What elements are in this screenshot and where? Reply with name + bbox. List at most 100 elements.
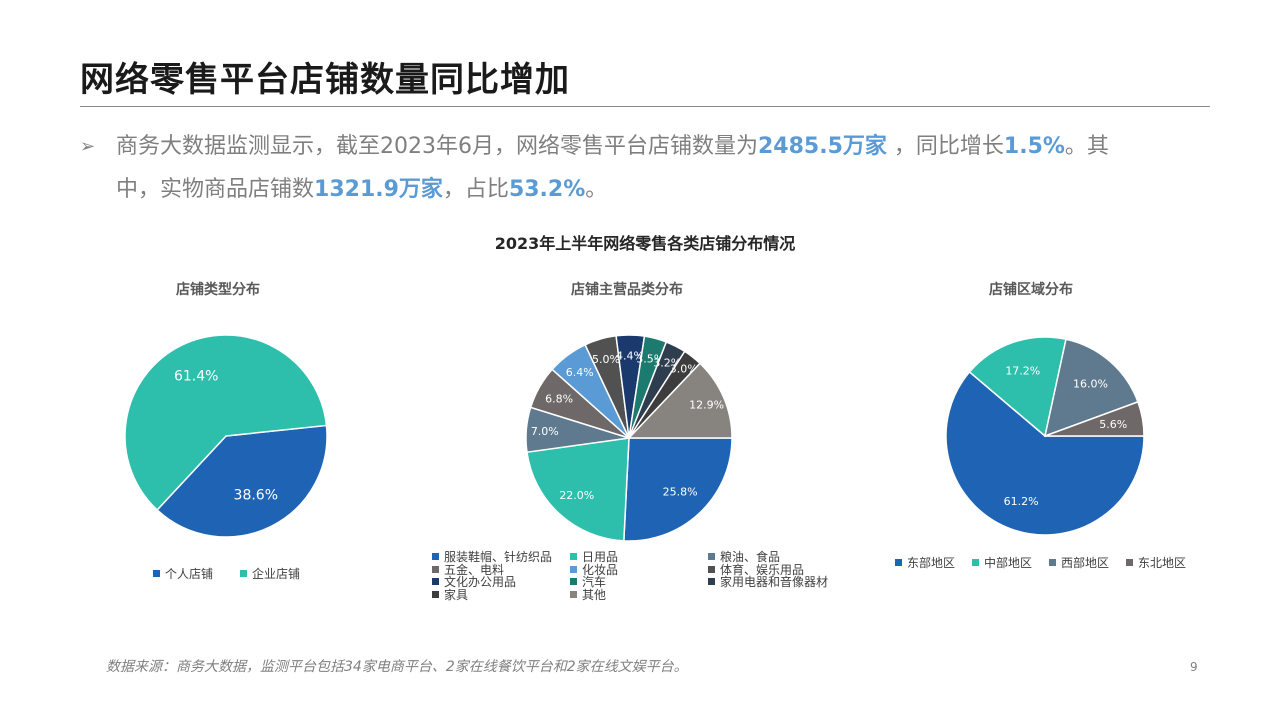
legend-item: 文化办公用品 — [432, 573, 516, 590]
pie-data-label-1-1: 22.0% — [559, 489, 594, 502]
slide-title: 网络零售平台店铺数量同比增加 — [80, 60, 570, 100]
legend-swatch — [1049, 559, 1056, 566]
pie-slice-1-10 — [627, 362, 733, 439]
pie-data-label-1-0: 25.8% — [663, 486, 698, 499]
data-source-note: 数据来源：商务大数据，监测平台包括34家电商平台、2家在线餐饮平台和2家在线文娱… — [106, 659, 688, 675]
legend-swatch — [708, 565, 715, 573]
legend-swatch — [432, 565, 439, 573]
legend-item: 日用品 — [570, 548, 618, 565]
physical-share-value: 53.2% — [508, 177, 586, 202]
summary-text: ，同比增长 — [886, 134, 1004, 159]
pie-slice-2-1 — [968, 336, 1067, 438]
pie-data-label-2-0: 61.2% — [1004, 495, 1039, 508]
legend-item: 粮油、食品 — [708, 548, 780, 565]
pie-data-label-2-2: 16.0% — [1073, 378, 1108, 391]
pie-slice-0-0 — [156, 424, 328, 538]
legend-region: 东部地区 中部地区 西部地区 东北地区 — [895, 554, 1215, 574]
page-number: 9 — [1190, 660, 1198, 674]
legend-item: 家具 — [432, 586, 468, 603]
legend-swatch — [895, 559, 902, 566]
pie-store-type: 38.6% 61.4% — [124, 334, 328, 538]
summary-line-1: 商务大数据监测显示，截至2023年6月，网络零售平台店铺数量为2485.5万家 … — [80, 125, 1190, 168]
pie-data-label-1-3: 6.8% — [545, 392, 573, 405]
legend-label: 其他 — [582, 587, 607, 602]
pie-region: 61.2% 17.2% 16.0% 5.6% — [945, 336, 1145, 536]
legend-item: 个人店铺 — [153, 565, 213, 582]
legend-swatch — [432, 578, 439, 585]
legend-swatch — [570, 553, 577, 560]
pie-category: 25.8%22.0%7.0%6.8%6.4%5.0%4.4%3.5%3.2%3.… — [525, 334, 733, 542]
legend-swatch — [570, 590, 577, 598]
legend-label: 化妆品 — [582, 562, 619, 577]
summary-text: 商务大数据监测显示，截至2023年6月，网络零售平台店铺数量为 — [116, 134, 758, 159]
legend-item: 化妆品 — [570, 561, 618, 578]
pie-data-label-2-3: 5.6% — [1099, 418, 1127, 431]
legend-label: 西部地区 — [1061, 556, 1110, 570]
legend-swatch — [708, 578, 715, 585]
legend-item: 其他 — [570, 586, 606, 603]
summary-line-2: 中，实物商品店铺数1321.9万家，占比53.2%。 — [80, 168, 1190, 211]
legend-label: 汽车 — [582, 575, 607, 589]
summary-text: 。其 — [1064, 134, 1109, 159]
pie-slice-2-0 — [945, 370, 1145, 536]
chart-main-title: 2023年上半年网络零售各类店铺分布情况 — [494, 234, 796, 253]
total-stores-value: 2485.5万家 — [758, 134, 887, 159]
growth-rate-value: 1.5% — [1003, 134, 1065, 159]
legend-swatch — [153, 570, 160, 577]
legend-swatch — [240, 570, 247, 577]
legend-label: 日用品 — [582, 550, 619, 564]
pie-slice-2-2 — [1043, 338, 1139, 438]
legend-label: 家用电器和音像器材 — [720, 575, 829, 589]
legend-item: 服装鞋帽、针纺织品 — [432, 548, 552, 565]
legend-label: 东部地区 — [907, 556, 956, 570]
legend-item: 企业店铺 — [240, 565, 300, 582]
pie-data-label-1-4: 6.4% — [566, 366, 594, 379]
legend-item: 家用电器和音像器材 — [708, 573, 828, 590]
legend-item: 东部地区 — [895, 554, 955, 571]
legend-label: 中部地区 — [984, 556, 1033, 570]
summary-text: 。 — [585, 177, 608, 202]
summary-bullet: ➢ 商务大数据监测显示，截至2023年6月，网络零售平台店铺数量为2485.5万… — [80, 125, 1190, 211]
pie-slice-1-0 — [623, 437, 733, 542]
pie-data-label-1-10: 12.9% — [689, 399, 724, 412]
summary-text: ，占比 — [442, 177, 509, 202]
legend-label: 企业店铺 — [252, 567, 301, 581]
legend-swatch — [1126, 559, 1133, 566]
title-divider — [80, 106, 1210, 107]
legend-item: 五金、电料 — [432, 561, 504, 578]
pie-data-label-2-1: 17.2% — [1005, 364, 1040, 377]
bullet-arrow-icon: ➢ — [80, 136, 96, 157]
pie-title-store-type: 店铺类型分布 — [176, 282, 260, 298]
legend-item: 东北地区 — [1126, 554, 1186, 571]
legend-swatch — [432, 553, 439, 560]
summary-text: 中，实物商品店铺数 — [116, 177, 315, 202]
legend-swatch — [432, 590, 439, 598]
pie-data-label-1-2: 7.0% — [531, 425, 559, 438]
legend-label: 服装鞋帽、针纺织品 — [444, 550, 553, 564]
legend-category: 服装鞋帽、针纺织品 日用品 粮油、食品五金、电料 化妆品 体育、娱乐用品文化办公用品 汽车… — [432, 548, 892, 604]
legend-label: 东北地区 — [1138, 556, 1187, 570]
legend-label: 体育、娱乐用品 — [720, 562, 805, 577]
legend-label: 个人店铺 — [165, 567, 214, 581]
pie-slice-1-1 — [526, 437, 630, 542]
pie-data-label-1-7: 3.5% — [636, 352, 664, 365]
legend-item: 汽车 — [570, 573, 606, 590]
pie-data-label-1-6: 4.4% — [616, 350, 644, 363]
pie-slice-2-3 — [1044, 400, 1145, 437]
legend-label: 文化办公用品 — [444, 575, 517, 589]
legend-item: 西部地区 — [1049, 554, 1109, 571]
pie-data-label-0-0: 38.6% — [234, 488, 278, 504]
legend-swatch — [570, 578, 577, 585]
physical-stores-value: 1321.9万家 — [314, 177, 443, 202]
pie-title-region: 店铺区域分布 — [989, 282, 1073, 298]
legend-swatch — [972, 559, 979, 566]
pie-slice-0-1 — [124, 334, 328, 511]
pie-title-category: 店铺主营品类分布 — [571, 282, 683, 298]
legend-store-type: 个人店铺 企业店铺 — [153, 565, 353, 585]
legend-swatch — [570, 565, 577, 573]
pie-data-label-1-5: 5.0% — [592, 353, 620, 366]
legend-item: 体育、娱乐用品 — [708, 561, 804, 578]
legend-label: 粮油、食品 — [720, 550, 781, 564]
legend-label: 五金、电料 — [444, 562, 505, 577]
